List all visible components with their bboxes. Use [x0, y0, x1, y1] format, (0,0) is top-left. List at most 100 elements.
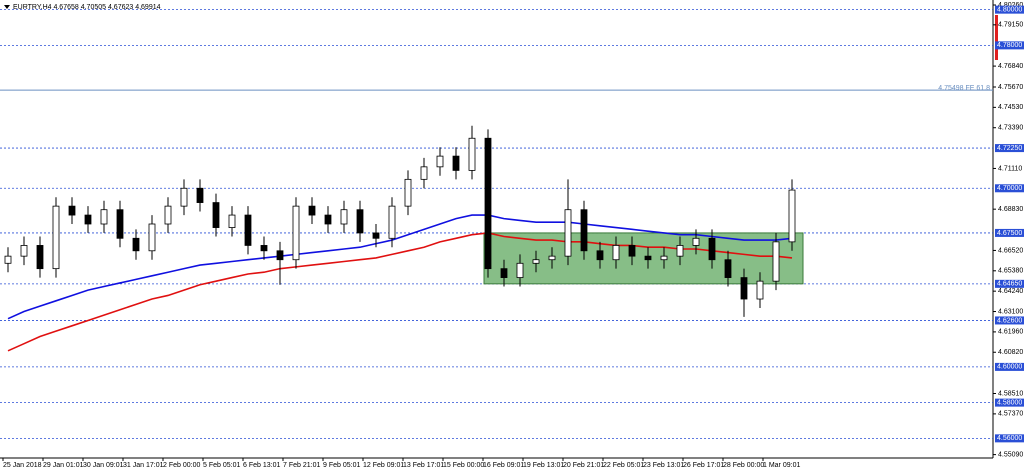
x-tick-label: 13 Feb 17:01 [403, 462, 444, 469]
candle-body [772, 241, 780, 282]
candle-body [116, 209, 124, 239]
x-tick-label: 5 Feb 05:01 [203, 462, 240, 469]
candle-body [564, 209, 572, 257]
x-tick-label: 12 Feb 09:01 [363, 462, 404, 469]
x-tick-label: 2 Feb 00:00 [163, 462, 200, 469]
x-tick-label: 6 Feb 13:01 [243, 462, 280, 469]
x-tick-label: 9 Feb 05:01 [323, 462, 360, 469]
candle-body [180, 187, 188, 207]
y-tick-label: 4.57370 [998, 411, 1023, 418]
fib-label: 4.75498 FE 61.8 [938, 85, 990, 92]
candle-body [356, 209, 364, 234]
candle-body [4, 255, 12, 264]
x-tick-label: 20 Feb 21:01 [563, 462, 604, 469]
level-label-bg [995, 398, 1024, 407]
x-tick-label: 15 Feb 00:00 [443, 462, 484, 469]
level-label: 4.67500 [997, 230, 1022, 237]
level-label: 4.62600 [997, 317, 1022, 324]
y-tick-label: 4.79150 [998, 22, 1023, 29]
candle-body [100, 209, 108, 225]
level-label-bg [995, 5, 1024, 14]
x-tick-label: 1 Mar 09:01 [763, 462, 800, 469]
candle-body [324, 214, 332, 225]
y-tick-label: 4.80260 [998, 2, 1023, 9]
moving-average [7, 232, 793, 352]
level-label-bg [995, 184, 1024, 193]
candle-body [708, 237, 716, 261]
level-label: 4.72250 [997, 145, 1022, 152]
chart-title: EURTRY,H4 4.67658 4.70505 4.67623 4.6991… [13, 4, 161, 11]
candle-body [84, 214, 92, 225]
y-tick-label: 4.73390 [998, 125, 1023, 132]
x-tick-label: 29 Jan 01:01 [43, 462, 84, 469]
y-tick-label: 4.75670 [998, 84, 1023, 91]
x-tick-label: 31 Jan 17:01 [123, 462, 164, 469]
y-tick-label: 4.65380 [998, 268, 1023, 275]
x-tick-label: 7 Feb 21:01 [283, 462, 320, 469]
level-label-bg [995, 41, 1024, 50]
candle-body [196, 187, 204, 203]
candle-body [228, 214, 236, 228]
candle-body [164, 205, 172, 225]
candle-body [388, 205, 396, 239]
y-tick-label: 4.66520 [998, 247, 1023, 254]
candle-body [372, 232, 380, 239]
y-tick-label: 4.58510 [998, 390, 1023, 397]
candle-body [548, 255, 556, 261]
y-tick-label: 4.76840 [998, 63, 1023, 70]
candle-body [244, 214, 252, 246]
y-tick-label: 4.71110 [998, 165, 1022, 172]
level-label: 4.58000 [997, 399, 1022, 406]
level-label-bg [995, 362, 1024, 371]
y-tick-label: 4.60820 [998, 349, 1023, 356]
level-label-bg [995, 144, 1024, 153]
candle-body [644, 255, 652, 261]
x-tick-label: 16 Feb 09:01 [483, 462, 524, 469]
candle-body [452, 155, 460, 171]
candle-body [468, 137, 476, 171]
candle-body [308, 205, 316, 216]
candle-body [436, 155, 444, 168]
candle-body [36, 245, 44, 270]
y-tick-label: 4.55090 [998, 451, 1023, 458]
level-label: 4.60000 [997, 364, 1022, 371]
candle-body [660, 255, 668, 261]
candle-body [68, 205, 76, 216]
y-tick-label: 4.63100 [998, 308, 1023, 315]
level-label-bg [995, 316, 1024, 325]
axis-marker [995, 15, 998, 60]
y-tick-label: 4.61960 [998, 329, 1023, 336]
y-tick-label: 4.68830 [998, 206, 1023, 213]
candle-body [628, 245, 636, 257]
x-tick-label: 19 Feb 13:01 [523, 462, 564, 469]
candle-body [692, 237, 700, 246]
level-label: 4.64650 [997, 281, 1022, 288]
x-tick-label: 22 Feb 05:01 [603, 462, 644, 469]
candle-body [676, 245, 684, 257]
x-tick-label: 25 Jan 2018 [3, 462, 42, 469]
x-tick-label: 26 Feb 17:01 [683, 462, 724, 469]
y-tick-label: 4.64240 [998, 288, 1023, 295]
candle-body [276, 250, 284, 261]
level-label-bg [995, 434, 1024, 443]
candle-body [148, 223, 156, 252]
candle-body [596, 250, 604, 261]
candle-body [132, 237, 140, 252]
candle-body [484, 137, 492, 270]
candle-body [580, 209, 588, 252]
candle-body [404, 178, 412, 207]
level-label: 4.78000 [997, 42, 1022, 49]
candle-body [292, 205, 300, 261]
level-label: 4.56000 [997, 435, 1022, 442]
moving-average [7, 214, 793, 320]
x-tick-label: 30 Jan 09:01 [83, 462, 124, 469]
level-label-bg [995, 279, 1024, 288]
x-tick-label: 23 Feb 13:01 [643, 462, 684, 469]
level-label: 4.80000 [997, 6, 1022, 13]
level-label: 4.70000 [997, 185, 1022, 192]
candle-body [788, 189, 796, 243]
candle-body [724, 259, 732, 278]
candle-body [260, 245, 268, 252]
candle-body [420, 166, 428, 180]
header-arrow [4, 5, 10, 9]
